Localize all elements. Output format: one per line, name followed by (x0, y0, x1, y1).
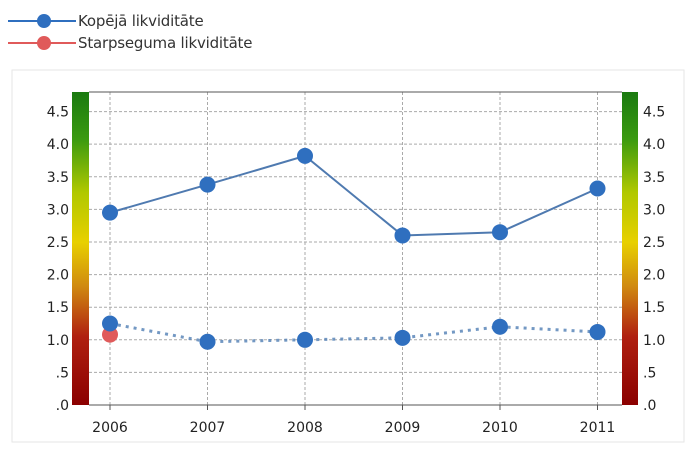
legend-item-starpseguma[interactable]: Starpseguma likviditāte (8, 32, 252, 54)
series-2-point[interactable] (394, 329, 411, 346)
x-tick-label: 2009 (385, 420, 421, 436)
y-tick-label-right: 1.0 (643, 333, 665, 349)
y-tick-label-left: 4.5 (47, 105, 69, 121)
y-tick-label-left: 1.0 (47, 333, 69, 349)
series-line-0 (109, 154, 598, 237)
y-tick-label-left: 2.5 (47, 235, 69, 251)
y-tick-label-right: 3.5 (643, 170, 665, 186)
series-0-point[interactable] (492, 224, 508, 241)
y-axis-left: 4.5 4.0 3.5 3.0 2.5 2.0 1.5 1.0 .5 .0 (47, 105, 69, 414)
series-0-point[interactable] (199, 176, 216, 193)
plot-frame (11, 69, 685, 443)
series-2-point[interactable] (589, 323, 606, 340)
y-tick-label-right: 1.5 (643, 300, 665, 316)
left-scale-bar (72, 92, 89, 405)
y-tick-label-left: .0 (56, 398, 69, 414)
y-tick-label-left: 1.5 (47, 300, 69, 316)
y-tick-label-right: 4.5 (643, 105, 665, 121)
y-tick-label-right: 2.5 (643, 235, 665, 251)
x-tick-label: 2007 (190, 420, 226, 436)
series-2-point[interactable] (297, 331, 313, 348)
y-tick-label-right: 4.0 (643, 137, 665, 153)
y-tick-label-right: .0 (643, 398, 656, 414)
y-tick-label-left: 3.5 (47, 170, 69, 186)
y-tick-label-left: 2.0 (47, 268, 69, 284)
series-0-point[interactable] (297, 147, 313, 164)
legend-item-kopeja[interactable]: Kopējā likviditāte (8, 10, 252, 32)
y-axis-right: 4.5 4.0 3.5 3.0 2.5 2.0 1.5 1.0 .5 .0 (643, 105, 665, 414)
x-tick-label: 2006 (92, 420, 128, 436)
series-2-point[interactable] (102, 315, 118, 332)
grid (89, 92, 622, 406)
y-tick-label-left: 3.0 (47, 202, 69, 218)
series-2-point[interactable] (199, 333, 216, 350)
x-axis: 2006 2007 2008 2009 2010 2011 (92, 405, 615, 436)
series-0-point[interactable] (589, 180, 606, 197)
series-line-2 (109, 322, 598, 344)
legend-swatch-kopeja (8, 13, 76, 29)
series-0-point[interactable] (102, 204, 118, 221)
series-0-point[interactable] (394, 227, 411, 244)
right-scale-bar (622, 92, 638, 405)
y-tick-label-right: 2.0 (643, 268, 665, 284)
legend: Kopējā likviditāte Starpseguma likviditā… (8, 10, 252, 54)
y-tick-label-right: 3.0 (643, 202, 665, 218)
series (102, 147, 606, 350)
legend-swatch-starpseguma (8, 35, 76, 51)
x-tick-label: 2008 (287, 420, 323, 436)
series-2-point[interactable] (492, 318, 508, 335)
x-tick-label: 2011 (580, 420, 616, 436)
legend-label-kopeja: Kopējā likviditāte (78, 12, 204, 30)
y-tick-label-right: .5 (643, 365, 656, 381)
x-tick-label: 2010 (482, 420, 518, 436)
legend-label-starpseguma: Starpseguma likviditāte (78, 34, 253, 52)
y-tick-label-left: 4.0 (47, 137, 69, 153)
series-1-point[interactable] (102, 326, 118, 343)
y-tick-label-left: .5 (56, 365, 69, 381)
